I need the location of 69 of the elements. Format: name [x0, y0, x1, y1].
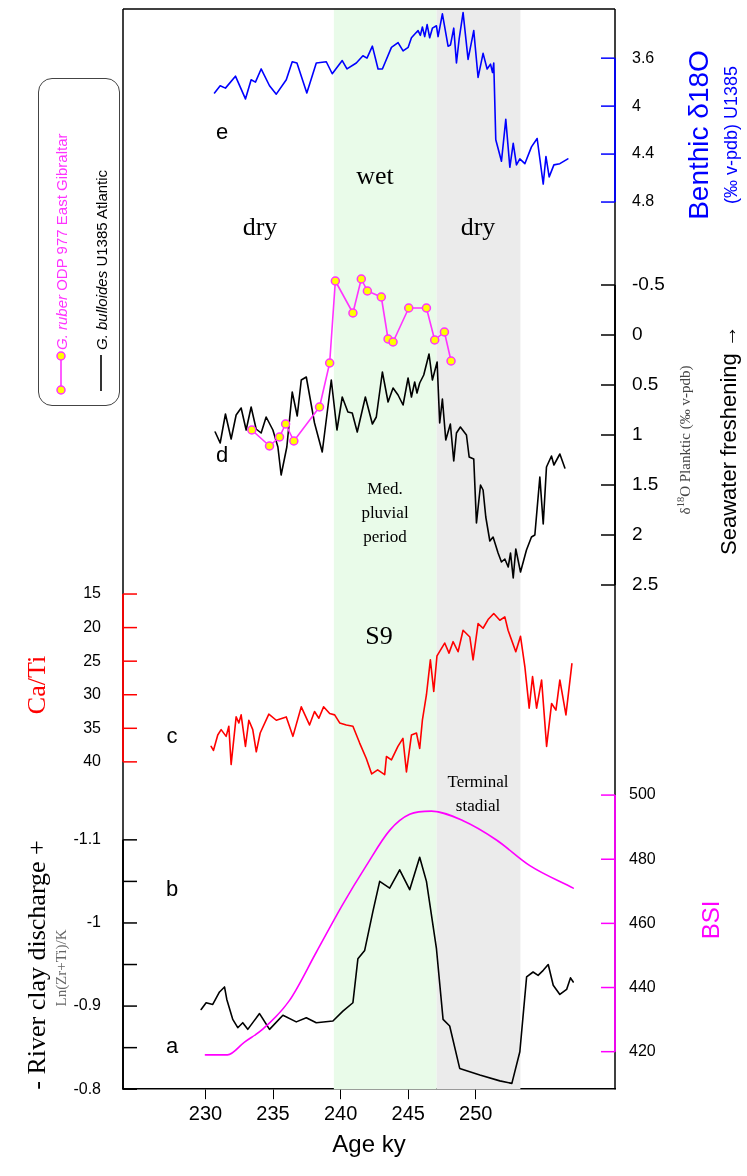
y2-axis-title: BSI [696, 900, 724, 940]
y-tick-label: 1.5 [632, 473, 659, 495]
x-axis-title: Age ky [332, 1130, 406, 1158]
y-axis-title: Ca/Ti [21, 655, 51, 715]
y-tick-label: 1 [632, 423, 643, 445]
annotation: dry [242, 211, 278, 241]
y-tick-label: -0.9 [73, 996, 102, 1014]
y-tick-label: 35 [83, 718, 102, 736]
point [388, 337, 398, 347]
y2-tick-label: 420 [629, 1042, 656, 1060]
y-tick-label: 0.5 [632, 373, 659, 395]
point [439, 327, 450, 337]
y-axis-title: - River clay discharge + Ln(Zr+Ti)/K [21, 840, 70, 1090]
point [247, 425, 257, 435]
text: G. bulloides U1385 Atlantic [92, 169, 110, 350]
annotation: Terminal stadial [447, 772, 509, 816]
point [264, 441, 275, 451]
y-tick-label: 2.5 [632, 573, 659, 595]
y-tick-label: 30 [83, 685, 102, 703]
annotation: b [165, 876, 179, 902]
annotation: wet [356, 160, 395, 190]
point [330, 276, 341, 286]
y-tick-label: 4 [632, 96, 641, 114]
annotation: Med. pluvial period [361, 479, 409, 547]
line-series [204, 810, 575, 1056]
y-tick-label: 3.6 [632, 48, 655, 66]
annotation: S9 [365, 620, 393, 650]
annotation: c [166, 723, 178, 749]
annotation: dry [460, 211, 496, 241]
y-axis-title: Benthic δ18O (‰ v-pdb) U1385 [682, 50, 741, 220]
point [280, 419, 291, 429]
x-tick-label: 240 [323, 1101, 358, 1124]
y-tick-label: 15 [83, 584, 102, 602]
x-tick-label: 230 [188, 1101, 223, 1124]
x-tick-label: 235 [256, 1101, 290, 1124]
point [421, 303, 432, 313]
point [403, 303, 414, 313]
text: G. ruber ODP 977 East Gibraltar [52, 133, 70, 350]
text: δ18O Planktic (‰ v-pdb) Seawater freshening → [674, 325, 742, 555]
point [324, 358, 335, 368]
y-tick-label: 4.4 [632, 144, 655, 162]
y2-tick-label: 480 [629, 849, 656, 867]
y-tick-label: -0.5 [632, 273, 665, 295]
y2-tick-label: 440 [629, 977, 656, 995]
annotation: e [215, 119, 229, 145]
x-tick-label: 245 [391, 1101, 425, 1124]
x-tick-label: 250 [459, 1101, 493, 1124]
point [362, 286, 373, 296]
point [446, 356, 456, 366]
y-tick-label: 40 [83, 752, 102, 770]
annotation: a [165, 1033, 179, 1059]
y-tick-label: -0.8 [73, 1079, 102, 1097]
y2-tick-label: 460 [629, 913, 656, 931]
point [356, 274, 367, 284]
y-tick-label: -1 [86, 913, 102, 931]
y-tick-label: 20 [83, 618, 102, 635]
y-tick-label: 4.8 [632, 192, 655, 210]
point [429, 335, 440, 345]
point [376, 292, 387, 302]
annotation: d [215, 442, 229, 468]
point [289, 436, 299, 446]
point [314, 402, 325, 412]
point [348, 308, 358, 318]
point [274, 432, 285, 442]
y-tick-label: 25 [83, 651, 102, 669]
y-tick-label: -1.1 [73, 830, 102, 848]
y-tick-label: 0 [632, 323, 643, 345]
y2-tick-label: 500 [629, 785, 656, 803]
y-tick-label: 2 [632, 523, 643, 545]
